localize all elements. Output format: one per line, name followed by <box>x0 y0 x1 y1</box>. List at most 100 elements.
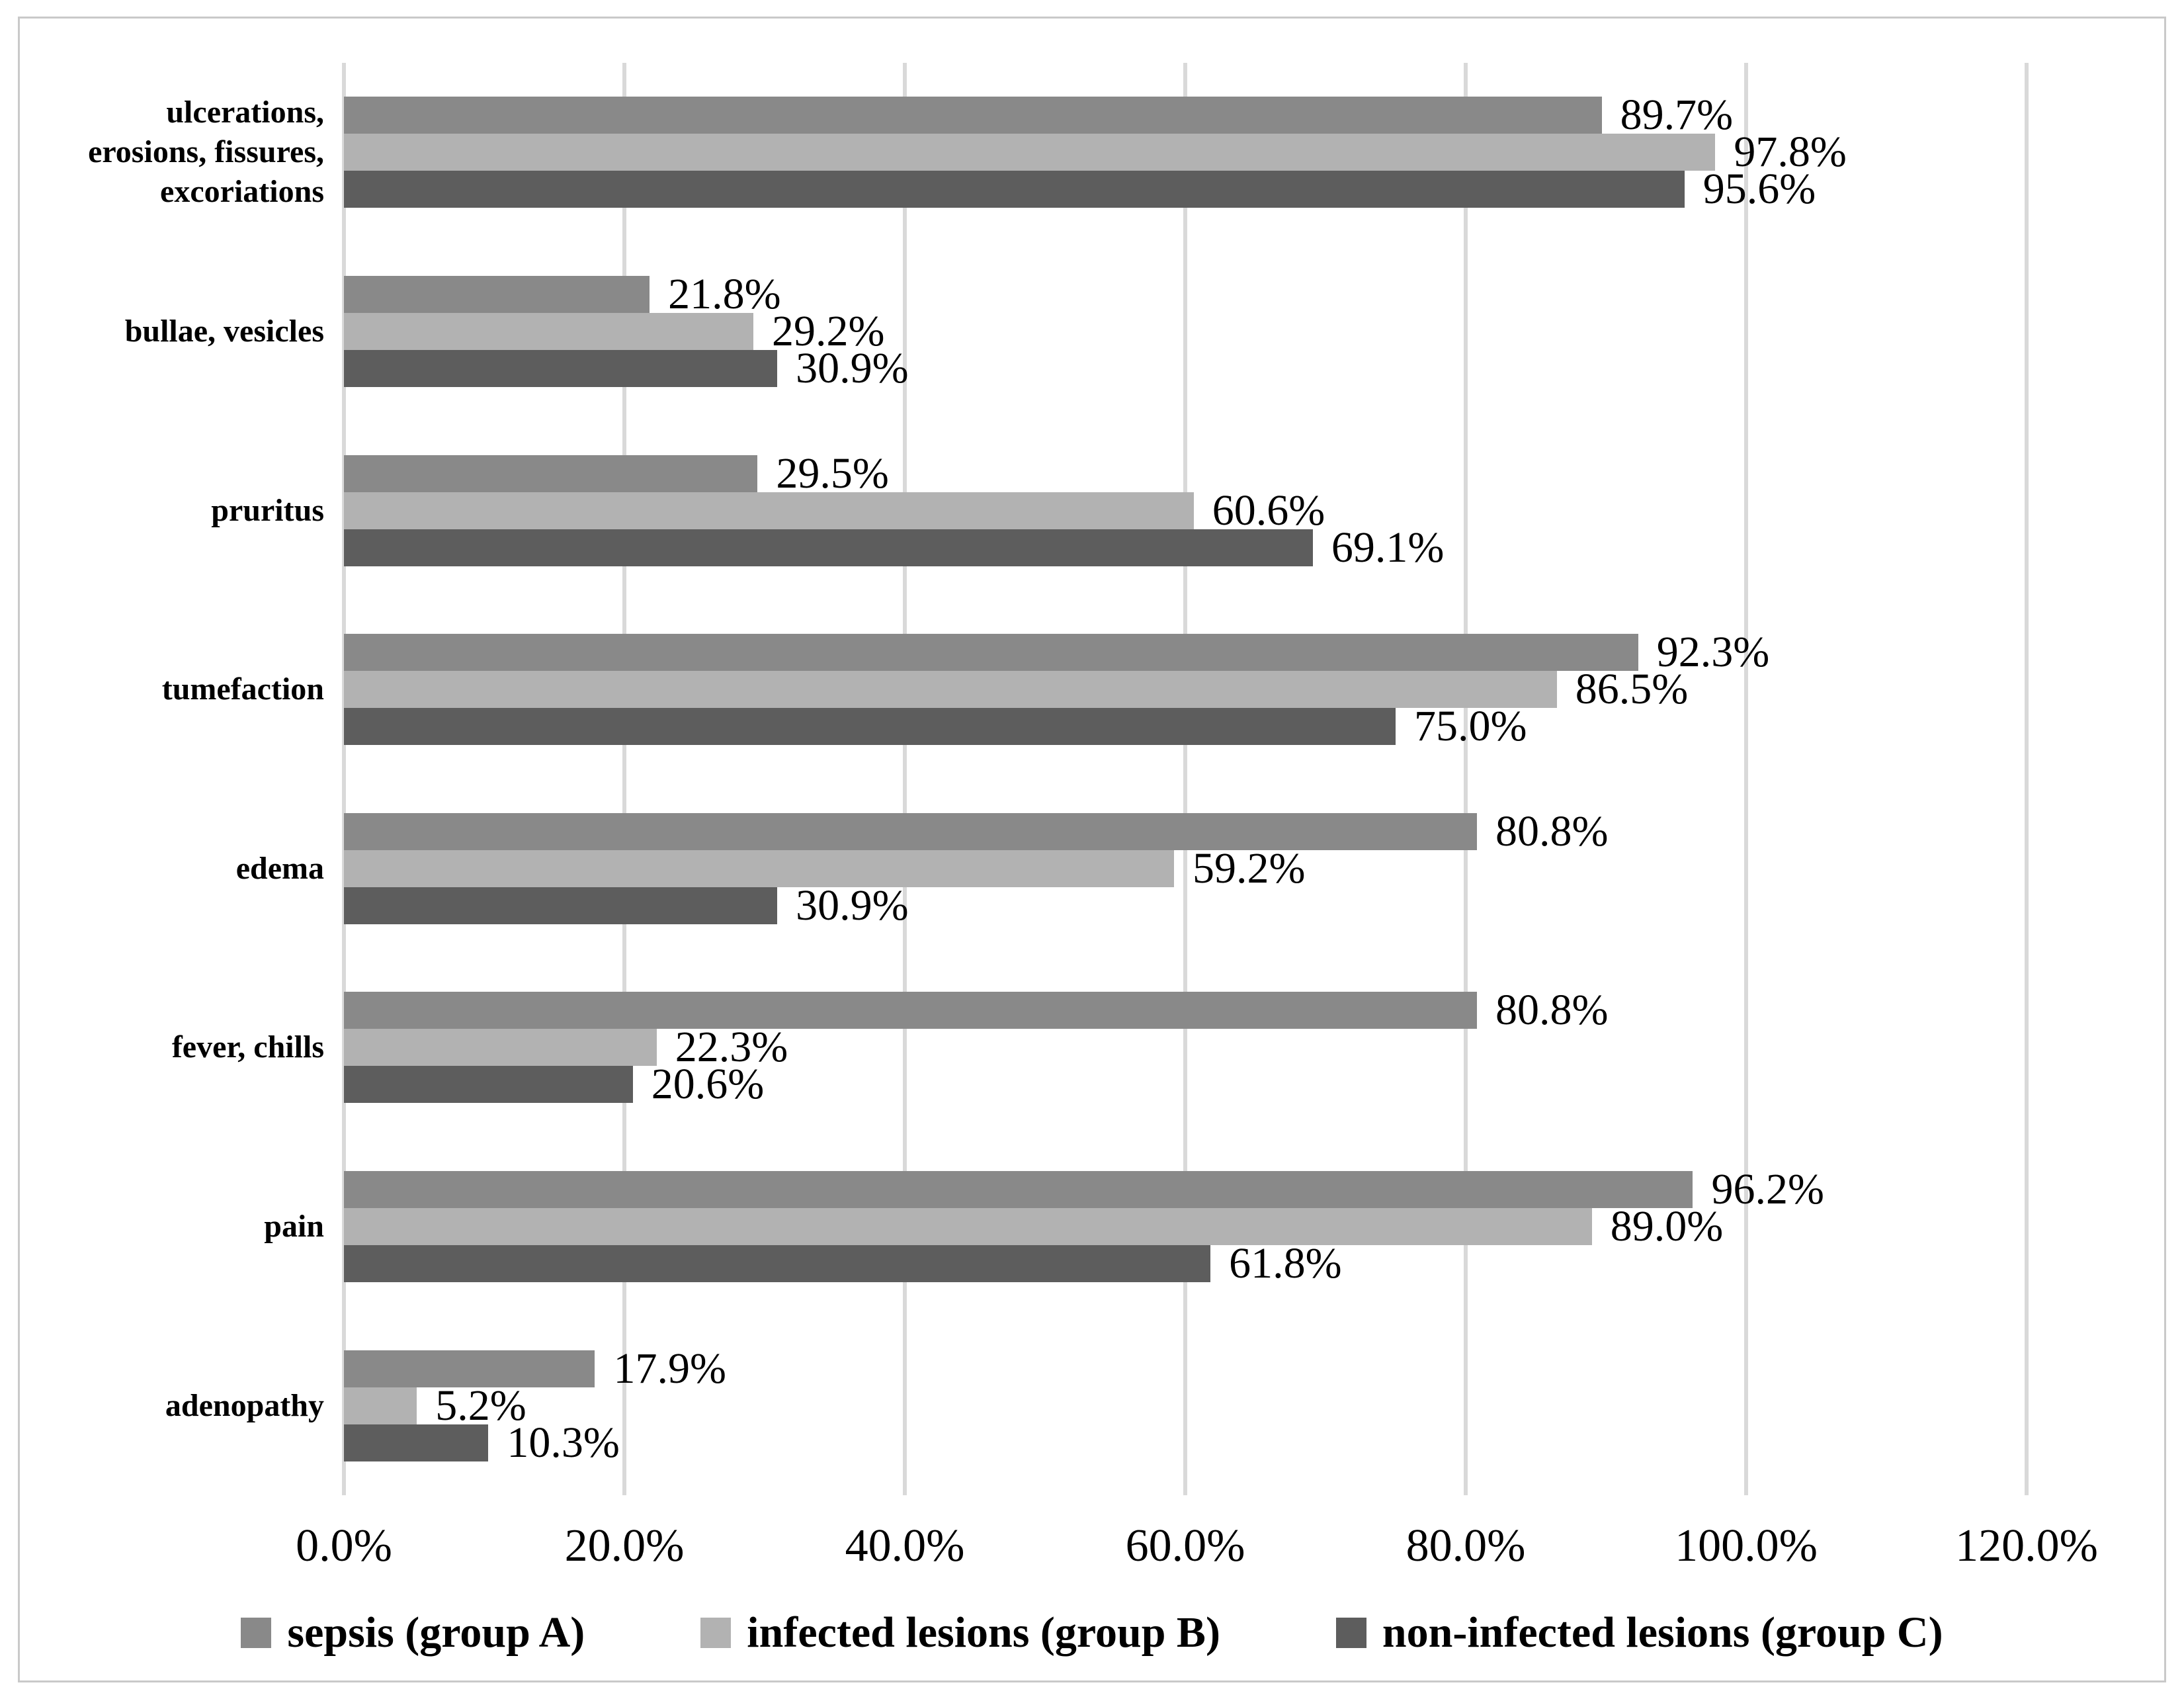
bar-series-c <box>344 1245 1211 1283</box>
gridline <box>622 63 626 1495</box>
bar-data-label: 59.2% <box>1193 844 1306 893</box>
bar-series-b <box>344 492 1194 529</box>
category-label: fever, chills <box>171 1029 324 1065</box>
bar-series-a <box>344 812 1477 850</box>
bar-data-label: 29.2% <box>772 306 885 355</box>
bar-data-label: 29.5% <box>776 449 889 498</box>
bar-data-label: 80.8% <box>1495 806 1609 855</box>
bar-series-a <box>344 1350 595 1387</box>
bar-data-label: 30.9% <box>796 343 909 392</box>
bar-data-label: 60.6% <box>1212 486 1325 535</box>
legend-swatch-icon <box>1335 1618 1366 1648</box>
bar-series-a <box>344 455 758 492</box>
bar-line: 59.2% <box>344 846 2027 890</box>
category-row: 17.9% 5.2% 10.3% <box>344 1316 2027 1495</box>
bar-series-b <box>344 134 1716 171</box>
bar-data-label: 80.8% <box>1495 986 1609 1035</box>
x-axis-tick-label: 20.0% <box>564 1520 685 1571</box>
x-axis-tick-label: 40.0% <box>845 1520 965 1571</box>
bar-series-b <box>344 671 1557 709</box>
gridline <box>1464 63 1468 1495</box>
bar-line: 96.2% <box>344 1165 2027 1214</box>
bar-line: 69.1% <box>344 525 2027 569</box>
bar-line: 95.6% <box>344 167 2027 211</box>
x-axis-tick-label: 120.0% <box>1955 1520 2098 1571</box>
bar-series-a <box>344 992 1477 1029</box>
bar-line: 10.3% <box>344 1420 2027 1464</box>
bar-series-b <box>344 1387 417 1424</box>
bar-line: 89.7% <box>344 93 2027 137</box>
x-axis-tick-label: 60.0% <box>1125 1520 1245 1571</box>
bar-line: 80.8% <box>344 988 2027 1032</box>
legend-swatch-icon <box>700 1618 732 1648</box>
category-row: 96.2% 89.0% 61.8% <box>344 1137 2027 1317</box>
bar-data-label: 75.0% <box>1414 702 1527 751</box>
plot-area: 89.7% 97.8% 95.6% 21.8% 29.2% 30.9% 29.5% 60.6%… <box>342 63 2029 1495</box>
bar-line: 20.6% <box>344 1060 2027 1109</box>
bar-series-c <box>344 171 1685 208</box>
bar-line: 17.9% <box>344 1346 2027 1390</box>
x-axis-tick-label: 80.0% <box>1406 1520 1526 1571</box>
bar-series-c <box>344 349 778 387</box>
category-label: adenopathy <box>165 1387 324 1423</box>
category-label: bullae, vesicles <box>124 313 324 349</box>
bar-series-c <box>344 1424 489 1461</box>
bar-line: 89.0% <box>344 1205 2027 1248</box>
bar-series-b <box>344 312 754 350</box>
bar-data-label: 5.2% <box>435 1381 526 1430</box>
bar-series-c <box>344 708 1396 746</box>
bar-data-label: 61.8% <box>1229 1239 1342 1288</box>
legend-label: sepsis (group A) <box>287 1608 585 1657</box>
bar-line: 29.2% <box>344 306 2027 355</box>
bar-series-a <box>344 97 1602 134</box>
bar-data-label: 86.5% <box>1575 665 1689 714</box>
bar-series-b <box>344 1208 1592 1246</box>
category-axis: ulcerations, erosions, fissures, excoria… <box>30 63 324 1495</box>
bar-line: 97.8% <box>344 130 2027 174</box>
legend-label: non-infected lesions (group C) <box>1382 1608 1943 1657</box>
bar-data-label: 17.9% <box>613 1344 726 1393</box>
bar-series-b <box>344 1029 657 1067</box>
bar-series-b <box>344 850 1175 887</box>
bar-data-label: 30.9% <box>796 881 909 930</box>
legend: sepsis (group A) infected lesions (group … <box>0 1593 2184 1673</box>
bar-data-label: 95.6% <box>1702 165 1816 214</box>
bar-line: 30.9% <box>344 883 2027 927</box>
category-label: pain <box>264 1209 324 1244</box>
bar-line: 80.8% <box>344 806 2027 855</box>
bar-line: 92.3% <box>344 628 2027 677</box>
bar-series-a <box>344 1171 1693 1209</box>
bar-series-a <box>344 634 1638 672</box>
category-row: 89.7% 97.8% 95.6% <box>344 63 2027 242</box>
bar-line: 29.5% <box>344 451 2027 495</box>
category-label: ulcerations, erosions, fissures, excoria… <box>88 95 324 210</box>
legend-item: infected lesions (group B) <box>700 1611 1220 1655</box>
gridline <box>2025 63 2029 1495</box>
bar-line: 21.8% <box>344 269 2027 318</box>
category-label: edema <box>235 850 324 886</box>
bar-series-a <box>344 275 650 313</box>
category-row: 29.5% 60.6% 69.1% <box>344 421 2027 600</box>
bar-line: 75.0% <box>344 702 2027 751</box>
bar-series-c <box>344 529 1313 566</box>
bar-data-label: 21.8% <box>668 269 781 318</box>
category-row: 80.8% 22.3% 20.6% <box>344 958 2027 1137</box>
bar-data-label: 20.6% <box>651 1060 765 1109</box>
x-axis-tick-label: 100.0% <box>1675 1520 1818 1571</box>
bar-series-c <box>344 1066 633 1104</box>
x-axis-tick-labels: 0.0% 20.0% 40.0% 60.0% 80.0% 100.0% 120.0% <box>296 1510 2098 1583</box>
bar-data-label: 69.1% <box>1331 523 1445 572</box>
bar-data-label: 96.2% <box>1711 1165 1824 1214</box>
bar-data-label: 22.3% <box>675 1023 788 1072</box>
bar-data-label: 97.8% <box>1734 128 1847 177</box>
category-row: 21.8% 29.2% 30.9% <box>344 242 2027 421</box>
category-label: pruritus <box>211 492 324 528</box>
legend-swatch-icon <box>241 1618 272 1648</box>
plot-rows: 89.7% 97.8% 95.6% 21.8% 29.2% 30.9% 29.5% 60.6%… <box>344 63 2027 1495</box>
bar-line: 30.9% <box>344 343 2027 392</box>
bar-data-label: 10.3% <box>507 1418 620 1467</box>
bar-data-label: 89.7% <box>1620 91 1734 140</box>
bar-line: 86.5% <box>344 665 2027 714</box>
legend-label: infected lesions (group B) <box>747 1608 1220 1657</box>
bar-data-label: 92.3% <box>1656 628 1770 677</box>
